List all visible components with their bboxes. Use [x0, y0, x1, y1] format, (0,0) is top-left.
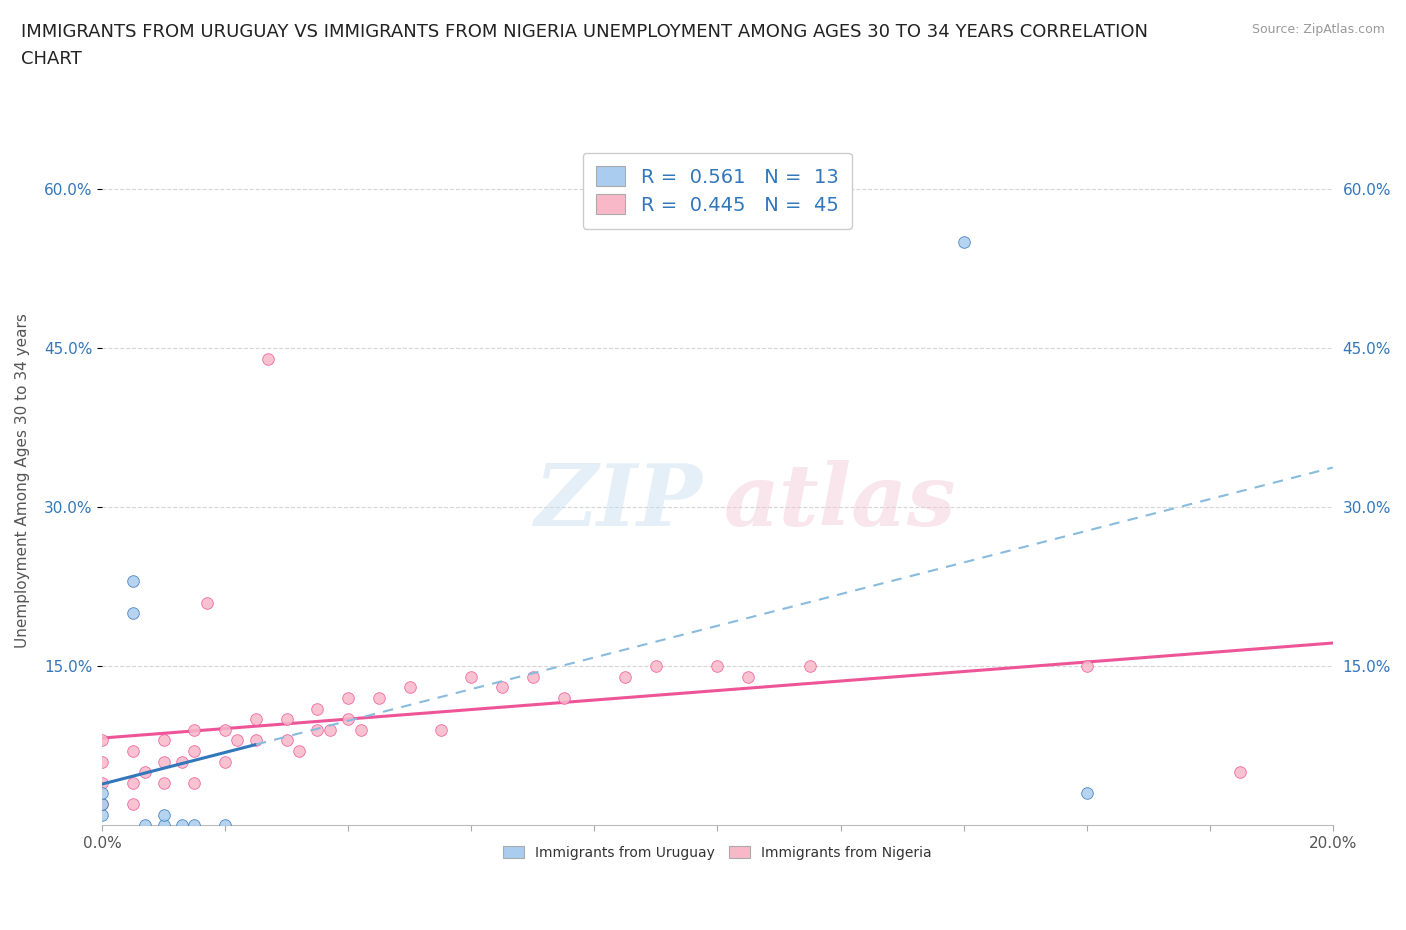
Point: [214, 723, 236, 737]
Text: Source: ZipAtlas.com: Source: ZipAtlas.com: [1251, 23, 1385, 36]
Point: [429, 723, 451, 737]
Point: [152, 754, 174, 769]
Point: [257, 352, 280, 366]
Point: [337, 691, 360, 706]
Point: [368, 691, 391, 706]
Point: [288, 744, 311, 759]
Point: [91, 754, 114, 769]
Point: [1076, 786, 1098, 801]
Point: [799, 658, 821, 673]
Point: [214, 754, 236, 769]
Point: [307, 723, 329, 737]
Point: [152, 776, 174, 790]
Point: [460, 670, 482, 684]
Point: [226, 733, 249, 748]
Point: [134, 764, 156, 779]
Point: [706, 658, 728, 673]
Point: [522, 670, 544, 684]
Point: [152, 817, 174, 832]
Point: [319, 723, 342, 737]
Point: [195, 595, 218, 610]
Point: [645, 658, 668, 673]
Point: [245, 711, 267, 726]
Point: [183, 723, 205, 737]
Point: [398, 680, 420, 695]
Point: [214, 817, 236, 832]
Point: [276, 733, 298, 748]
Point: [134, 817, 156, 832]
Point: [122, 797, 145, 812]
Point: [307, 701, 329, 716]
Point: [183, 817, 205, 832]
Point: [553, 691, 575, 706]
Point: [122, 776, 145, 790]
Point: [337, 711, 360, 726]
Point: [152, 807, 174, 822]
Y-axis label: Unemployment Among Ages 30 to 34 years: Unemployment Among Ages 30 to 34 years: [15, 313, 30, 648]
Point: [91, 776, 114, 790]
Point: [1229, 764, 1251, 779]
Point: [183, 776, 205, 790]
Point: [172, 817, 194, 832]
Point: [91, 786, 114, 801]
Point: [491, 680, 513, 695]
Point: [91, 807, 114, 822]
Point: [245, 733, 267, 748]
Legend: Immigrants from Uruguay, Immigrants from Nigeria: Immigrants from Uruguay, Immigrants from…: [496, 839, 939, 867]
Point: [91, 797, 114, 812]
Point: [614, 670, 637, 684]
Text: atlas: atlas: [724, 459, 956, 543]
Text: ZIP: ZIP: [536, 459, 703, 543]
Point: [737, 670, 759, 684]
Point: [183, 744, 205, 759]
Point: [91, 797, 114, 812]
Point: [152, 733, 174, 748]
Text: IMMIGRANTS FROM URUGUAY VS IMMIGRANTS FROM NIGERIA UNEMPLOYMENT AMONG AGES 30 TO: IMMIGRANTS FROM URUGUAY VS IMMIGRANTS FR…: [21, 23, 1149, 68]
Point: [1076, 658, 1098, 673]
Point: [122, 574, 145, 589]
Point: [349, 723, 371, 737]
Point: [276, 711, 298, 726]
Point: [952, 234, 974, 249]
Point: [122, 744, 145, 759]
Point: [91, 733, 114, 748]
Point: [122, 605, 145, 620]
Point: [172, 754, 194, 769]
